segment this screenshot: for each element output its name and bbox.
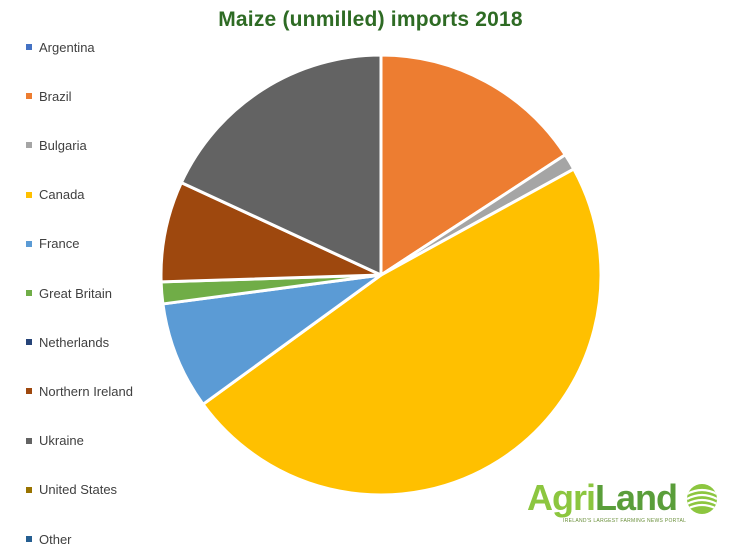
brand-part-land: Land	[595, 477, 678, 518]
legend-item-united-states: United States	[26, 481, 117, 499]
legend-swatch	[26, 536, 32, 542]
legend-label: Brazil	[39, 88, 72, 104]
legend-item-canada: Canada	[26, 186, 85, 204]
legend-item-brazil: Brazil	[26, 87, 72, 105]
legend-label: United States	[39, 482, 118, 498]
legend-item-ukraine: Ukraine	[26, 432, 84, 450]
brand-part-agri: Agri	[527, 477, 596, 518]
pie-slice-canada	[201, 167, 603, 497]
legend-label: Bulgaria	[39, 137, 87, 153]
pie-slice-france	[161, 273, 383, 406]
agriland-logo-wordmark: AgriLand	[527, 477, 678, 518]
legend-swatch	[26, 290, 32, 296]
legend-item-other: Other	[26, 530, 72, 548]
legend-swatch	[26, 486, 32, 493]
legend-label: Ukraine	[39, 433, 84, 449]
pie-slice-northern-ireland	[159, 181, 383, 284]
legend-item-bulgaria: Bulgaria	[26, 136, 87, 154]
pie-slice-ukraine	[179, 53, 383, 277]
legend-item-great-britain: Great Britain	[26, 284, 112, 302]
legend-swatch	[26, 240, 32, 247]
legend-label: France	[39, 236, 80, 252]
legend-label: Great Britain	[39, 285, 112, 301]
legend-swatch	[26, 93, 32, 100]
legend-swatch	[26, 339, 32, 346]
agriland-watermark: AgriLand IRELAND'S LARGEST FARMING NEWS …	[527, 480, 727, 530]
legend-label: Argentina	[39, 39, 95, 55]
legend-swatch	[26, 44, 32, 50]
legend-swatch	[26, 191, 32, 198]
agriland-tagline: IRELAND'S LARGEST FARMING NEWS PORTAL	[563, 518, 687, 524]
agriland-field-logo-icon	[687, 484, 717, 514]
legend-swatch	[26, 142, 32, 149]
legend-item-france: France	[26, 235, 79, 253]
legend-item-northern-ireland: Northern Ireland	[26, 382, 133, 400]
legend-swatch	[26, 388, 32, 395]
legend-label: Northern Ireland	[39, 383, 133, 399]
legend-item-argentina: Argentina	[26, 38, 95, 56]
chart-title: Maize (unmilled) imports 2018	[218, 8, 523, 31]
legend-swatch	[26, 437, 32, 444]
legend-label: Other	[39, 531, 72, 547]
legend-label: Canada	[39, 187, 85, 203]
legend-label: Netherlands	[39, 334, 110, 350]
pie-slice-brazil	[379, 53, 567, 277]
legend-item-netherlands: Netherlands	[26, 333, 109, 351]
